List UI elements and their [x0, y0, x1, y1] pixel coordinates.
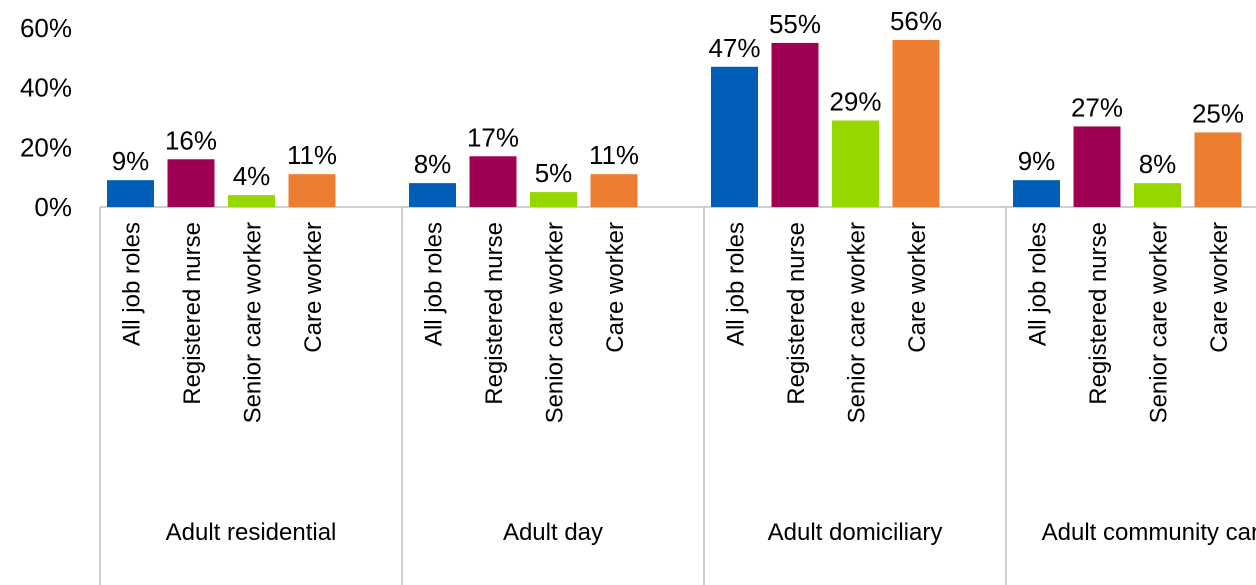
role-label: Senior care worker: [844, 222, 871, 423]
value-label: 29%: [829, 86, 881, 116]
bar: [832, 120, 879, 207]
y-tick-label: 60%: [20, 13, 72, 43]
role-label: Senior care worker: [1146, 222, 1173, 423]
bar: [409, 183, 456, 207]
bar: [892, 39, 940, 207]
role-label: Registered nurse: [179, 222, 206, 405]
y-tick-label: 20%: [20, 132, 72, 162]
value-label: 11%: [589, 140, 639, 170]
role-label: Registered nurse: [481, 222, 508, 405]
group-label: Adult domiciliary: [767, 519, 943, 546]
value-label: 16%: [165, 125, 217, 155]
bar: [469, 156, 517, 207]
role-label: Care worker: [602, 222, 629, 353]
role-label: Care worker: [904, 222, 931, 353]
bar: [167, 159, 215, 207]
value-label: 9%: [1018, 146, 1056, 176]
value-label: 27%: [1071, 92, 1123, 122]
bar: [1073, 126, 1121, 207]
role-label: All job roles: [1025, 222, 1052, 346]
role-label: Registered nurse: [1085, 222, 1112, 405]
bar: [771, 42, 819, 207]
group-label: Adult residential: [165, 519, 337, 546]
group-label: Adult community care: [1041, 519, 1256, 546]
value-label: 5%: [535, 158, 573, 188]
value-label: 9%: [112, 146, 150, 176]
role-label: All job roles: [723, 222, 750, 346]
group-label: Adult day: [502, 519, 604, 546]
value-label: 4%: [233, 161, 271, 191]
value-label: 17%: [467, 122, 519, 152]
value-label: 8%: [1139, 149, 1177, 179]
value-label: 11%: [287, 140, 337, 170]
role-label: Care worker: [1206, 222, 1233, 353]
role-label: Senior care worker: [542, 222, 569, 423]
bar: [1013, 180, 1060, 207]
bar: [530, 192, 577, 207]
role-label: All job roles: [421, 222, 448, 346]
value-label: 8%: [414, 149, 452, 179]
y-tick-label: 40%: [20, 73, 72, 103]
value-label: 55%: [769, 9, 821, 39]
bar: [228, 195, 275, 207]
bar: [1194, 132, 1242, 207]
role-label: Registered nurse: [783, 222, 810, 405]
value-label: 56%: [890, 6, 942, 36]
role-label: All job roles: [119, 222, 146, 346]
bar: [107, 180, 154, 207]
value-label: 47%: [708, 33, 760, 63]
value-label: 25%: [1192, 98, 1244, 128]
bar: [288, 174, 336, 207]
role-label: Senior care worker: [240, 222, 267, 423]
bar: [1134, 183, 1181, 207]
y-tick-label: 0%: [34, 192, 72, 222]
role-label: Care worker: [300, 222, 327, 353]
bar: [711, 66, 758, 208]
bar: [590, 174, 638, 207]
